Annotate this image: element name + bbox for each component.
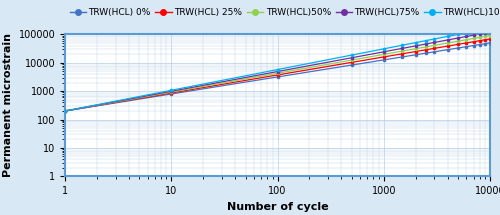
Point (348, 58, 356, 62)
Point (422, 42, 430, 46)
Point (444, 48, 452, 51)
Point (380, 58, 388, 62)
Point (481, 27, 489, 31)
Point (380, 47, 388, 51)
Point (454, 46, 462, 50)
Point (470, 34, 478, 37)
Point (61, 109, 69, 113)
Point (398, 49, 406, 53)
Point (462, 41, 470, 45)
Point (444, 38, 452, 42)
Point (430, 37, 438, 41)
Point (462, 45, 470, 48)
Point (348, 61, 356, 64)
Point (454, 43, 462, 46)
Point (167, 89, 175, 92)
Point (481, 38, 489, 41)
Point (476, 32, 484, 36)
Point (61, 109, 69, 113)
Point (454, 33, 462, 36)
Point (412, 50, 420, 53)
Point (422, 39, 430, 42)
Point (481, 35, 489, 38)
Point (61, 109, 69, 113)
Point (486, 37, 494, 41)
Point (454, 36, 462, 40)
Point (476, 43, 484, 46)
Y-axis label: Permanent microstrain: Permanent microstrain (3, 33, 13, 177)
Point (348, 56, 356, 60)
Point (470, 40, 478, 43)
Point (398, 43, 406, 47)
Point (422, 51, 430, 55)
Point (380, 50, 388, 54)
Point (462, 35, 470, 38)
Point (167, 91, 175, 95)
Point (476, 36, 484, 39)
Point (380, 53, 388, 56)
Point (470, 37, 478, 40)
Point (462, 38, 470, 41)
Point (422, 48, 430, 51)
Point (167, 90, 175, 93)
Point (167, 90, 175, 94)
X-axis label: Number of cycle: Number of cycle (226, 202, 328, 212)
Point (430, 47, 438, 50)
Point (61, 109, 69, 113)
Point (444, 35, 452, 38)
Point (380, 55, 388, 59)
Point (412, 47, 420, 50)
Point (481, 31, 489, 35)
Point (486, 30, 494, 34)
Point (422, 45, 430, 49)
Point (398, 47, 406, 50)
Point (412, 44, 420, 48)
Point (470, 30, 478, 33)
Point (430, 50, 438, 54)
Point (412, 53, 420, 57)
Point (61, 109, 69, 113)
Point (430, 44, 438, 47)
Point (274, 75, 281, 79)
Legend: TRW(HCL) 0%, TRW(HCL) 25%, TRW(HCL)50%, TRW(HCL)75%, TRW(HCL)100%: TRW(HCL) 0%, TRW(HCL) 25%, TRW(HCL)50%, … (70, 8, 500, 17)
Point (167, 92, 175, 96)
Point (481, 42, 489, 45)
Point (486, 34, 494, 37)
Point (348, 63, 356, 67)
Point (470, 44, 478, 47)
Point (454, 40, 462, 43)
Point (274, 72, 281, 75)
Point (274, 68, 281, 71)
Point (476, 39, 484, 42)
Point (430, 41, 438, 44)
Point (444, 41, 452, 45)
Point (348, 53, 356, 57)
Point (274, 73, 281, 77)
Point (486, 26, 494, 30)
Point (444, 44, 452, 48)
Point (412, 41, 420, 44)
Point (486, 41, 494, 45)
Point (476, 28, 484, 32)
Point (398, 55, 406, 59)
Point (274, 70, 281, 73)
Point (398, 52, 406, 55)
Point (462, 31, 470, 34)
